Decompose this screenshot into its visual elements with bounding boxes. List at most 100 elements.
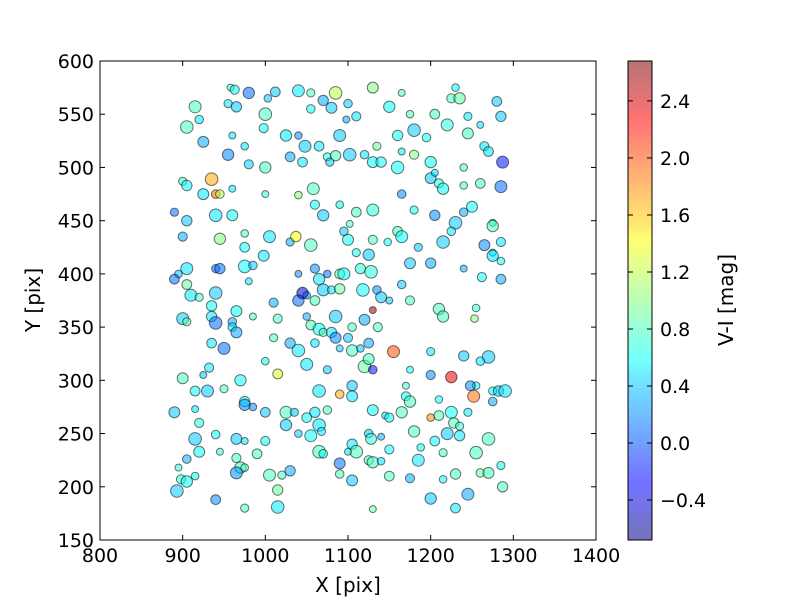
data-point — [193, 445, 206, 458]
data-point — [409, 149, 420, 160]
data-point — [429, 435, 441, 447]
data-point — [426, 347, 436, 357]
colorbar-gradient — [628, 61, 652, 540]
data-point — [429, 209, 441, 222]
data-point — [184, 288, 198, 302]
x-axis-label: X [pix] — [315, 573, 381, 597]
data-point — [240, 437, 249, 445]
y-tick-label: 350 — [58, 317, 94, 339]
data-point — [170, 484, 184, 498]
data-point — [407, 123, 421, 137]
data-point — [194, 292, 204, 302]
data-point — [466, 200, 478, 213]
data-point — [453, 430, 466, 442]
data-point — [363, 337, 375, 349]
data-point — [258, 107, 273, 121]
data-point — [291, 84, 305, 98]
data-point — [191, 405, 200, 414]
data-point — [240, 229, 249, 238]
data-point — [205, 300, 218, 312]
data-point — [496, 155, 510, 169]
data-point — [208, 286, 223, 300]
data-point — [482, 466, 495, 479]
data-point — [440, 118, 454, 132]
colorbar-tick-label: 0.8 — [660, 319, 690, 341]
data-point — [335, 200, 345, 209]
data-point — [424, 155, 437, 169]
data-point — [322, 405, 333, 415]
data-point — [294, 429, 303, 438]
data-point — [291, 343, 306, 358]
data-point — [309, 295, 321, 306]
data-point — [406, 365, 414, 374]
data-point — [390, 160, 405, 175]
data-point — [455, 421, 465, 431]
data-point — [289, 407, 299, 417]
data-point — [459, 181, 469, 190]
data-point — [354, 262, 367, 275]
data-point — [436, 182, 450, 195]
data-point — [397, 88, 406, 97]
data-point — [396, 189, 407, 199]
data-point — [323, 269, 332, 279]
data-point — [343, 98, 353, 109]
colorbar-tick-label: 0.4 — [660, 376, 690, 398]
data-point — [474, 178, 486, 189]
y-tick-label: 250 — [58, 424, 94, 446]
data-point — [495, 273, 507, 285]
data-point — [296, 286, 309, 300]
data-point — [405, 109, 415, 119]
colorbar-tick-label: 2.4 — [660, 91, 690, 113]
data-point — [272, 368, 284, 380]
data-point — [345, 344, 359, 357]
data-point — [436, 310, 450, 323]
data-point — [366, 456, 379, 469]
data-point — [240, 463, 249, 472]
data-point — [226, 209, 239, 222]
data-point — [310, 338, 320, 348]
data-point — [210, 494, 222, 506]
data-point — [407, 425, 421, 438]
data-point — [244, 277, 253, 286]
data-point — [174, 463, 183, 472]
data-point — [230, 305, 243, 318]
data-point — [421, 132, 432, 143]
data-point — [238, 398, 251, 411]
data-point — [383, 100, 396, 114]
data-point — [277, 470, 287, 480]
data-point — [248, 260, 258, 271]
data-point — [376, 456, 386, 466]
data-point — [258, 123, 269, 134]
data-point — [346, 390, 359, 403]
data-point — [284, 337, 296, 349]
colorbar-tick-label: −0.4 — [660, 490, 706, 512]
data-point — [182, 454, 192, 464]
data-point — [263, 468, 276, 482]
data-point — [387, 345, 400, 359]
data-point — [248, 312, 257, 321]
data-point — [445, 370, 458, 384]
data-point — [263, 230, 276, 244]
data-point — [230, 326, 243, 339]
data-point — [436, 235, 450, 249]
data-point — [403, 395, 417, 408]
x-tick-label: 1300 — [489, 545, 537, 567]
data-point — [335, 344, 344, 353]
data-point — [259, 406, 271, 418]
data-point — [358, 313, 371, 326]
data-point — [496, 256, 506, 266]
data-point — [221, 148, 235, 161]
data-point — [181, 215, 193, 227]
data-point — [464, 380, 476, 392]
data-point — [444, 405, 458, 419]
colorbar-axis: −0.4 0.0 0.4 0.8 1.2 1.6 2.0 2.4 — [628, 91, 706, 512]
data-point — [470, 314, 479, 323]
data-point — [188, 100, 202, 114]
data-point — [333, 457, 346, 470]
data-point — [391, 129, 404, 142]
data-point — [458, 207, 469, 217]
data-point — [329, 331, 342, 344]
data-point — [180, 475, 194, 488]
